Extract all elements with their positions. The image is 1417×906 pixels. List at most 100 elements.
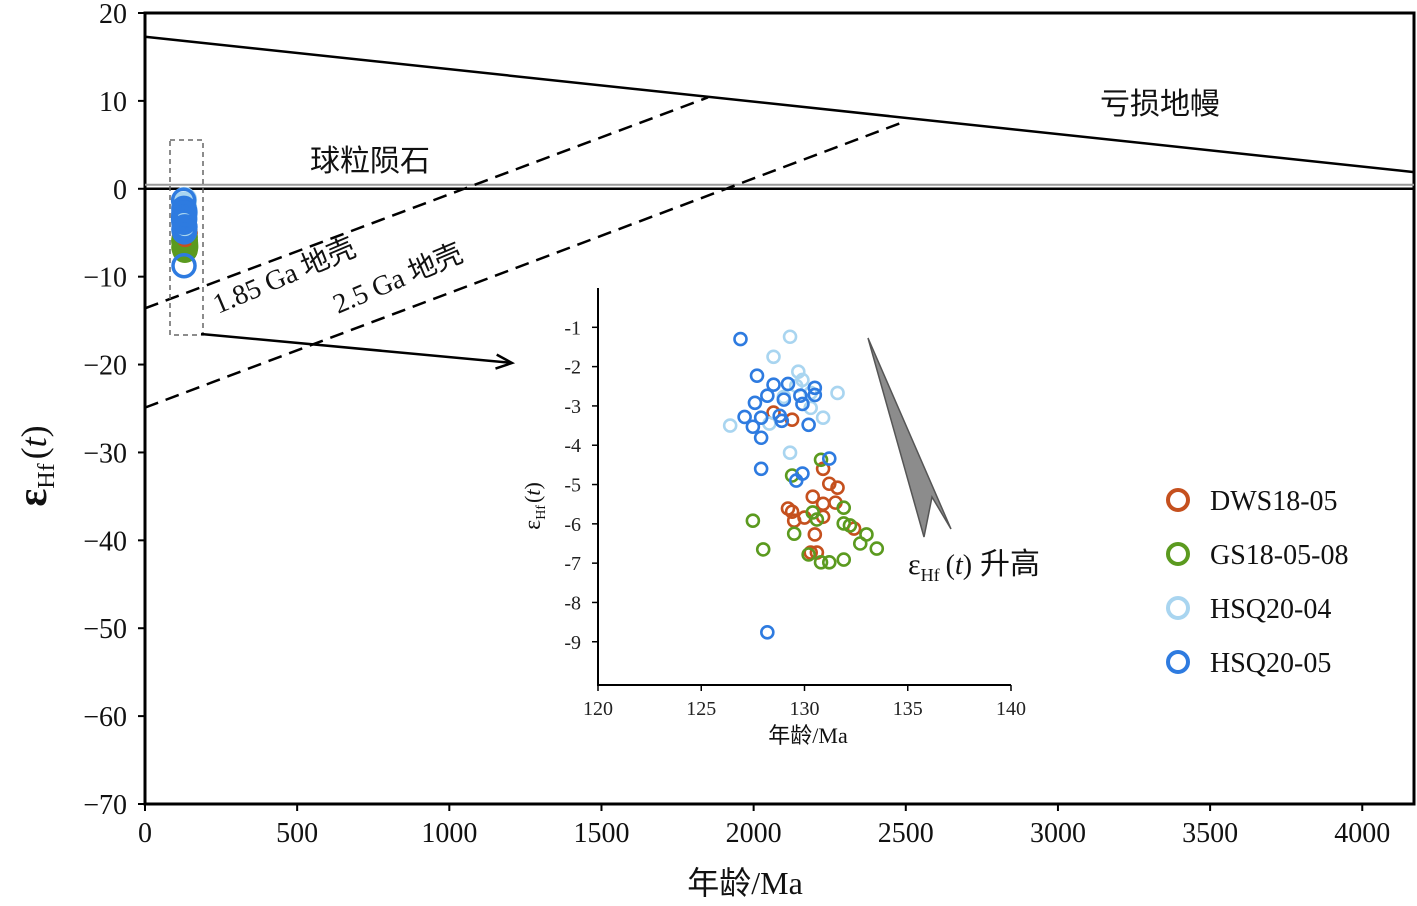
main-y-tick-label: 20: [99, 0, 127, 30]
legend-label: HSQ20-05: [1210, 648, 1331, 679]
main-y-variable: t: [14, 436, 54, 447]
trend-subscript: Hf: [921, 565, 940, 585]
main-y-tick-label: −60: [83, 702, 127, 733]
depleted-mantle-line: [144, 35, 1415, 174]
inset-data-point: [784, 412, 800, 427]
inset-x-tick-label: 140: [996, 698, 1026, 720]
main-x-tick-label: 2000: [726, 818, 782, 849]
inset-data-point: [830, 480, 845, 495]
zoom-arrow: [200, 332, 516, 370]
inset-y-tick-label: -4: [564, 435, 581, 457]
inset-data-point: [786, 526, 802, 541]
inset-data-point: [805, 505, 821, 520]
inset-data-point: [815, 496, 831, 512]
inset-y-close-paren: ): [520, 482, 545, 489]
inset-data-point: [836, 500, 852, 516]
inset-data-point: [815, 410, 831, 426]
inset-plot: 120 125 130 135 140-1-2-3-4-5-6-7-8-9 年龄/Ma …: [520, 288, 1026, 748]
crust-2-5-ga-line: [144, 119, 907, 409]
legend-marker: [1166, 488, 1190, 512]
inset-y-tick-label: -9: [564, 632, 581, 654]
chondrite-label: 球粒陨石: [310, 145, 430, 178]
inset-y-epsilon: ε: [520, 520, 546, 530]
main-y-open-paren: (: [14, 447, 54, 459]
inset-data-point: [869, 541, 885, 556]
main-y-close-paren: ): [14, 425, 54, 437]
inset-y-subscript: Hf: [534, 505, 549, 520]
legend-marker: [1166, 596, 1190, 620]
inset-data-point: [784, 504, 800, 519]
inset-data-point: [733, 331, 748, 347]
inset-data-point: [813, 452, 829, 468]
inset-data-point: [801, 417, 816, 433]
inset-y-tick-label: -1: [564, 317, 581, 339]
inset-data-point: [766, 377, 781, 392]
inset-data-point: [821, 451, 837, 466]
trend-epsilon: ε: [908, 548, 921, 581]
inset-data-point: [753, 410, 769, 426]
inset-data-point: [830, 385, 845, 401]
main-y-epsilon: ε: [10, 489, 56, 507]
main-x-tick-label: 2500: [878, 818, 934, 849]
zoom-arrow-head: [495, 353, 516, 370]
inset-data-point: [803, 400, 818, 416]
inset-data-point: [793, 388, 808, 404]
trend-arrow-icon: [867, 337, 952, 538]
inset-data-point: [795, 396, 810, 412]
inset-y-open-paren: (: [520, 496, 545, 503]
inset-data-point: [782, 445, 798, 460]
inset-data-point: [821, 555, 837, 570]
inset-y-tick-label: -2: [564, 357, 581, 379]
main-y-tick-label: −30: [83, 438, 127, 469]
inset-data-point: [821, 476, 837, 492]
inset-data-point: [745, 419, 761, 435]
main-x-tick-label: 500: [276, 818, 318, 849]
inset-data-point: [801, 547, 816, 562]
inset-y-tick-label: -7: [564, 553, 581, 575]
inset-data-point: [803, 545, 818, 560]
inset-data-point: [791, 364, 806, 380]
main-y-tick-label: 0: [113, 175, 127, 206]
inset-data-point: [807, 387, 823, 403]
main-data-point: [171, 253, 197, 279]
legend-label: GS18-05-08: [1210, 540, 1348, 571]
main-x-tick-label: 1000: [421, 818, 477, 849]
main-x-tick-label: 3500: [1182, 818, 1238, 849]
main-plot-frame: [143, 11, 1416, 806]
inset-data-point: [809, 512, 825, 527]
inset-data-point: [755, 542, 771, 557]
inset-data-point: [788, 473, 804, 488]
main-y-axis-label: εHf (t): [10, 425, 60, 506]
inset-y-tick-label: -6: [564, 514, 581, 536]
main-y-tick-label: −10: [83, 263, 127, 294]
inset-data-point: [836, 552, 852, 567]
legend-marker: [1166, 542, 1190, 566]
main-x-tick-label: 4000: [1334, 818, 1390, 849]
depleted-mantle-label: 亏损地幔: [1100, 88, 1220, 121]
inset-y-variable: t: [520, 489, 545, 496]
main-x-tick-label: 0: [138, 818, 152, 849]
inset-data-point: [760, 625, 775, 640]
main-data-point: [171, 219, 198, 245]
inset-data-point: [766, 349, 781, 365]
inset-y-tick-label: -5: [564, 475, 581, 497]
inset-data-point: [774, 413, 790, 429]
inset-x-tick-label: 135: [893, 698, 923, 720]
main-x-tick-label: 3000: [1030, 818, 1086, 849]
inset-x-tick-label: 125: [686, 698, 716, 720]
inset-data-point: [836, 516, 852, 531]
inset-data-point: [749, 368, 765, 383]
inset-data-point: [745, 513, 761, 528]
legend-marker: [1166, 650, 1190, 674]
inset-data-point: [805, 489, 821, 505]
main-y-tick-label: −40: [83, 526, 127, 557]
inset-x-tick-label: 120: [583, 698, 613, 720]
inset-x-tick-label: 130: [790, 698, 820, 720]
inset-data-point: [852, 536, 868, 551]
inset-x-axis-label: 年龄/Ma: [768, 723, 848, 748]
inset-data-point: [807, 380, 823, 396]
legend-label: DWS18-05: [1210, 486, 1338, 517]
main-data-points: [170, 186, 199, 279]
zoom-region-box: [169, 139, 204, 336]
